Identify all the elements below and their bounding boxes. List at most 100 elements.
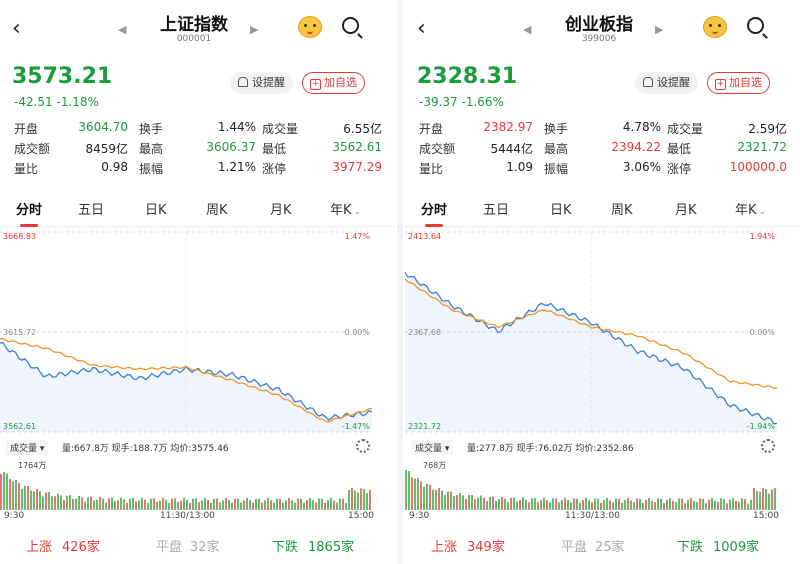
volume-bar — [609, 500, 611, 510]
volume-bar — [411, 477, 413, 510]
volume-bar — [225, 497, 227, 510]
stat-label: 涨停 — [667, 162, 692, 176]
volume-bar — [615, 498, 617, 510]
tab-0[interactable]: 分时 — [421, 199, 447, 227]
down-count: 1009家 — [713, 540, 760, 555]
settings-gear-icon[interactable] — [356, 439, 370, 453]
volume-bar — [24, 485, 26, 510]
down-label: 下跌 — [677, 540, 704, 555]
add-favorite-button[interactable]: + 加自选 — [707, 72, 770, 94]
set-alert-button[interactable]: 设提醒 — [635, 72, 698, 94]
time-end: 15:00 — [753, 511, 779, 521]
volume-indicator-select[interactable]: 成交量 ▾ — [6, 440, 49, 455]
volume-bar — [201, 500, 203, 510]
volume-bar — [594, 498, 596, 510]
volume-bar — [498, 499, 500, 510]
add-favorite-button[interactable]: + 加自选 — [302, 72, 365, 94]
volume-indicator-label: 成交量 — [415, 444, 443, 454]
tab-1[interactable]: 五日 — [78, 203, 105, 218]
tab-1[interactable]: 五日 — [483, 203, 510, 218]
current-price: 2328.31 — [417, 64, 518, 89]
tab-4[interactable]: 月K — [270, 203, 292, 218]
volume-bar — [42, 496, 44, 510]
panel-divider — [397, 0, 403, 564]
back-arrow-icon[interactable]: ‹ — [12, 16, 21, 41]
volume-bar — [525, 499, 527, 510]
volume-bar — [768, 493, 770, 510]
volume-bar — [312, 500, 314, 510]
tab-2[interactable]: 日K — [550, 203, 572, 218]
next-index-arrow-icon[interactable]: ▶ — [250, 23, 259, 36]
volume-bar — [435, 489, 437, 510]
back-arrow-icon[interactable]: ‹ — [417, 16, 426, 41]
volume-bar — [759, 491, 761, 510]
mascot-icon[interactable] — [703, 16, 727, 38]
volume-chart[interactable]: 768万 — [405, 458, 785, 512]
volume-bar — [480, 495, 482, 510]
volume-bar — [771, 489, 773, 510]
stat-label: 最高 — [544, 142, 569, 156]
volume-bar — [360, 488, 362, 510]
prev-index-arrow-icon[interactable]: ◀ — [118, 23, 127, 36]
volume-indicator-select[interactable]: 成交量 ▾ — [411, 440, 454, 455]
volume-bar — [351, 488, 353, 510]
up-count: 349家 — [467, 540, 505, 555]
tab-2[interactable]: 日K — [145, 203, 167, 218]
volume-bar — [123, 499, 125, 510]
volume-bar — [729, 499, 731, 510]
volume-bar — [468, 495, 470, 510]
volume-bar — [627, 497, 629, 510]
volume-chart[interactable]: 1764万 — [0, 458, 380, 512]
volume-bar — [447, 491, 449, 510]
volume-bar — [168, 503, 170, 510]
volume-bar — [621, 502, 623, 510]
volume-bar — [654, 502, 656, 510]
up-label: 上涨 — [431, 540, 458, 555]
search-icon[interactable] — [342, 17, 359, 34]
tab-5[interactable]: 年K ⌄ — [735, 203, 767, 218]
volume-bar — [531, 498, 533, 510]
intraday-chart[interactable]: 2413.64 1.94% 2367.68 0.00% 2321.72 -1.94% — [405, 226, 785, 436]
stat-value: 3606.37 — [206, 140, 256, 154]
tab-0[interactable]: 分时 — [16, 199, 42, 227]
mascot-icon[interactable] — [298, 16, 322, 38]
volume-bar — [603, 500, 605, 510]
volume-bar — [369, 489, 371, 510]
next-index-arrow-icon[interactable]: ▶ — [655, 23, 664, 36]
volume-bar — [321, 498, 323, 510]
volume-bar — [18, 482, 20, 510]
volume-bar — [207, 499, 209, 510]
volume-bar — [51, 496, 53, 510]
chevron-down-icon: ⌄ — [758, 207, 767, 217]
volume-toolbar: 成交量 ▾ 量:667.8万 现手:188.7万 均价:3575.46 — [0, 437, 395, 457]
tab-3[interactable]: 周K — [611, 203, 633, 218]
stat-label: 成交量 — [667, 122, 704, 136]
stats-row: 成交额 5444亿 最高 2394.22 最低 2321.72 — [405, 138, 800, 158]
volume-bar — [720, 498, 722, 510]
set-alert-button[interactable]: 设提醒 — [230, 72, 293, 94]
tab-5[interactable]: 年K ⌄ — [330, 203, 362, 218]
volume-bar — [147, 503, 149, 510]
volume-bar — [570, 502, 572, 510]
plus-icon: + — [715, 79, 726, 90]
volume-bar — [228, 500, 230, 510]
settings-gear-icon[interactable] — [761, 439, 775, 453]
volume-bar — [528, 502, 530, 510]
search-icon[interactable] — [747, 17, 764, 34]
volume-bar — [588, 500, 590, 510]
intraday-chart[interactable]: 3668.83 1.47% 3615.72 0.00% 3562.61 -1.47% — [0, 226, 380, 436]
volume-bar — [438, 488, 440, 510]
tab-3[interactable]: 周K — [206, 203, 228, 218]
stat-label: 量比 — [14, 162, 39, 176]
y-axis-top-pct: 1.94% — [750, 232, 776, 241]
volume-bar — [573, 498, 575, 510]
chevron-down-icon: ⌄ — [353, 207, 362, 217]
volume-bar — [258, 498, 260, 510]
time-end: 15:00 — [348, 511, 374, 521]
time-start: 9:30 — [4, 511, 25, 521]
tab-4[interactable]: 月K — [675, 203, 697, 218]
volume-bar — [774, 488, 776, 510]
volume-bar — [504, 498, 506, 510]
flat-label: 平盘 — [156, 540, 183, 555]
prev-index-arrow-icon[interactable]: ◀ — [523, 23, 532, 36]
